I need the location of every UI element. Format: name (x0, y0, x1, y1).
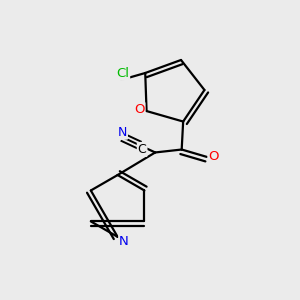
Text: O: O (208, 150, 219, 164)
Text: N: N (119, 235, 129, 248)
Text: Cl: Cl (116, 67, 129, 80)
Text: N: N (118, 126, 127, 139)
Text: O: O (134, 103, 144, 116)
Text: C: C (138, 143, 146, 156)
